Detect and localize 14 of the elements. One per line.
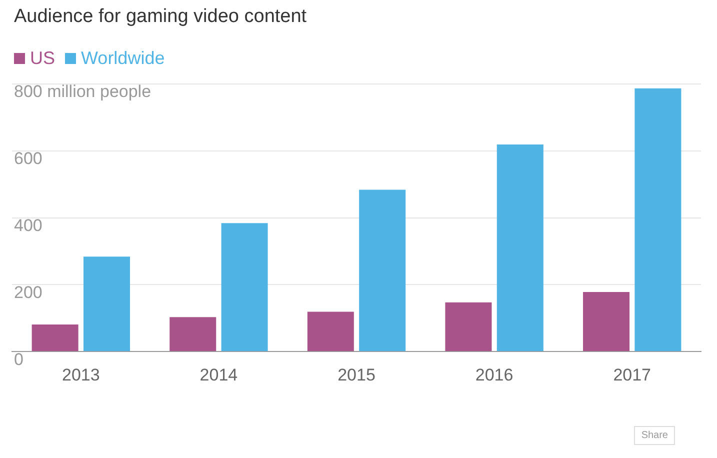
x-tick-label: 2015 (338, 365, 376, 384)
x-tick-label: 2013 (62, 365, 100, 384)
y-tick-label: 200 (14, 282, 42, 302)
y-tick-label: 800 million people (14, 82, 152, 102)
legend-label: US (29, 48, 56, 69)
legend-label: Worldwide (80, 48, 165, 69)
y-tick-label: 400 (14, 216, 42, 235)
x-tick-label: 2016 (475, 365, 514, 384)
chart-title: Audience for gaming video content (14, 6, 307, 28)
y-tick-label: 600 (14, 149, 42, 168)
y-tick-label: 0 (14, 350, 24, 369)
x-tick-label: 2014 (200, 365, 238, 384)
text: Share (634, 426, 675, 445)
x-tick-label: 2017 (613, 365, 652, 384)
